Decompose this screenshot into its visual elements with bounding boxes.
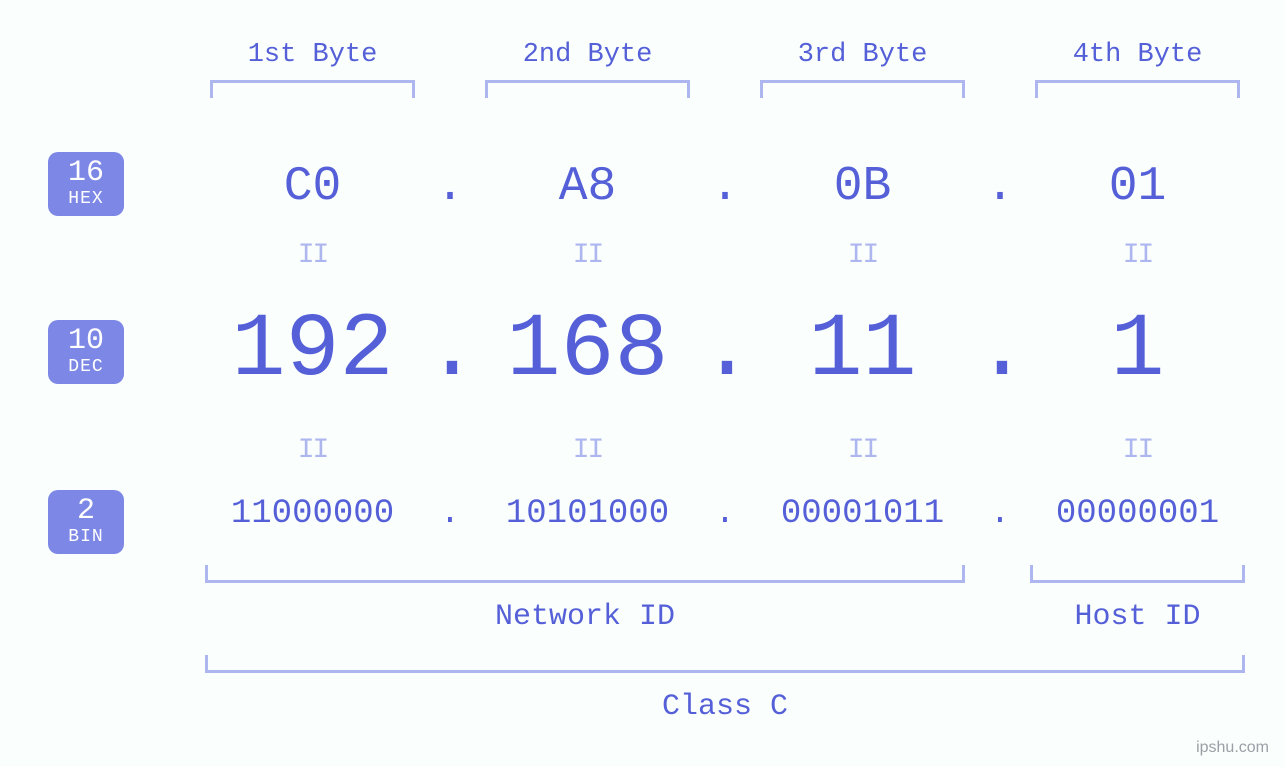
dec-value: 11 bbox=[750, 300, 975, 402]
byte-column-3: 3rd Byte 0B II 11 II 00001011 bbox=[750, 0, 975, 767]
base-badge-dec: 10 DEC bbox=[48, 320, 124, 384]
base-num: 2 bbox=[48, 496, 124, 528]
base-label: BIN bbox=[48, 528, 124, 547]
host-id-bracket-icon bbox=[1030, 565, 1245, 583]
dot-icon: . bbox=[425, 495, 475, 533]
bin-value: 00001011 bbox=[750, 495, 975, 533]
base-num: 10 bbox=[48, 326, 124, 358]
hex-value: 0B bbox=[750, 160, 975, 214]
dec-value: 1 bbox=[1025, 300, 1250, 402]
bin-value: 00000001 bbox=[1025, 495, 1250, 533]
dot-icon: . bbox=[700, 495, 750, 533]
base-label: DEC bbox=[48, 358, 124, 377]
equals-icon: II bbox=[1025, 240, 1250, 271]
equals-icon: II bbox=[750, 435, 975, 466]
equals-icon: II bbox=[200, 240, 425, 271]
base-badge-hex: 16 HEX bbox=[48, 152, 124, 216]
class-label: Class C bbox=[205, 690, 1245, 724]
dot-icon: . bbox=[700, 160, 750, 214]
equals-icon: II bbox=[475, 240, 700, 271]
byte-bracket-icon bbox=[485, 80, 690, 98]
equals-icon: II bbox=[200, 435, 425, 466]
hex-value: 01 bbox=[1025, 160, 1250, 214]
dec-value: 168 bbox=[475, 300, 700, 402]
byte-separator: . . . bbox=[425, 0, 475, 767]
byte-column-4: 4th Byte 01 II 1 II 00000001 bbox=[1025, 0, 1250, 767]
base-label: HEX bbox=[48, 190, 124, 209]
columns-area: 1st Byte C0 II 192 II 11000000 . . . 2nd… bbox=[200, 0, 1245, 767]
dot-icon: . bbox=[975, 495, 1025, 533]
byte-separator: . . . bbox=[700, 0, 750, 767]
dec-value: 192 bbox=[200, 300, 425, 402]
dot-icon: . bbox=[700, 300, 750, 402]
dot-icon: . bbox=[975, 300, 1025, 402]
byte-bracket-icon bbox=[760, 80, 965, 98]
dot-icon: . bbox=[975, 160, 1025, 214]
byte-bracket-icon bbox=[210, 80, 415, 98]
byte-label: 2nd Byte bbox=[475, 40, 700, 70]
equals-icon: II bbox=[750, 240, 975, 271]
byte-label: 4th Byte bbox=[1025, 40, 1250, 70]
base-badge-bin: 2 BIN bbox=[48, 490, 124, 554]
hex-value: C0 bbox=[200, 160, 425, 214]
equals-icon: II bbox=[475, 435, 700, 466]
bin-value: 10101000 bbox=[475, 495, 700, 533]
dot-icon: . bbox=[425, 160, 475, 214]
byte-label: 1st Byte bbox=[200, 40, 425, 70]
byte-column-1: 1st Byte C0 II 192 II 11000000 bbox=[200, 0, 425, 767]
bin-value: 11000000 bbox=[200, 495, 425, 533]
byte-column-2: 2nd Byte A8 II 168 II 10101000 bbox=[475, 0, 700, 767]
byte-label: 3rd Byte bbox=[750, 40, 975, 70]
byte-separator: . . . bbox=[975, 0, 1025, 767]
dot-icon: . bbox=[425, 300, 475, 402]
base-num: 16 bbox=[48, 158, 124, 190]
network-id-bracket-icon bbox=[205, 565, 965, 583]
host-id-label: Host ID bbox=[1030, 600, 1245, 634]
watermark: ipshu.com bbox=[1196, 739, 1269, 757]
byte-bracket-icon bbox=[1035, 80, 1240, 98]
class-bracket-icon bbox=[205, 655, 1245, 673]
network-id-label: Network ID bbox=[205, 600, 965, 634]
hex-value: A8 bbox=[475, 160, 700, 214]
equals-icon: II bbox=[1025, 435, 1250, 466]
